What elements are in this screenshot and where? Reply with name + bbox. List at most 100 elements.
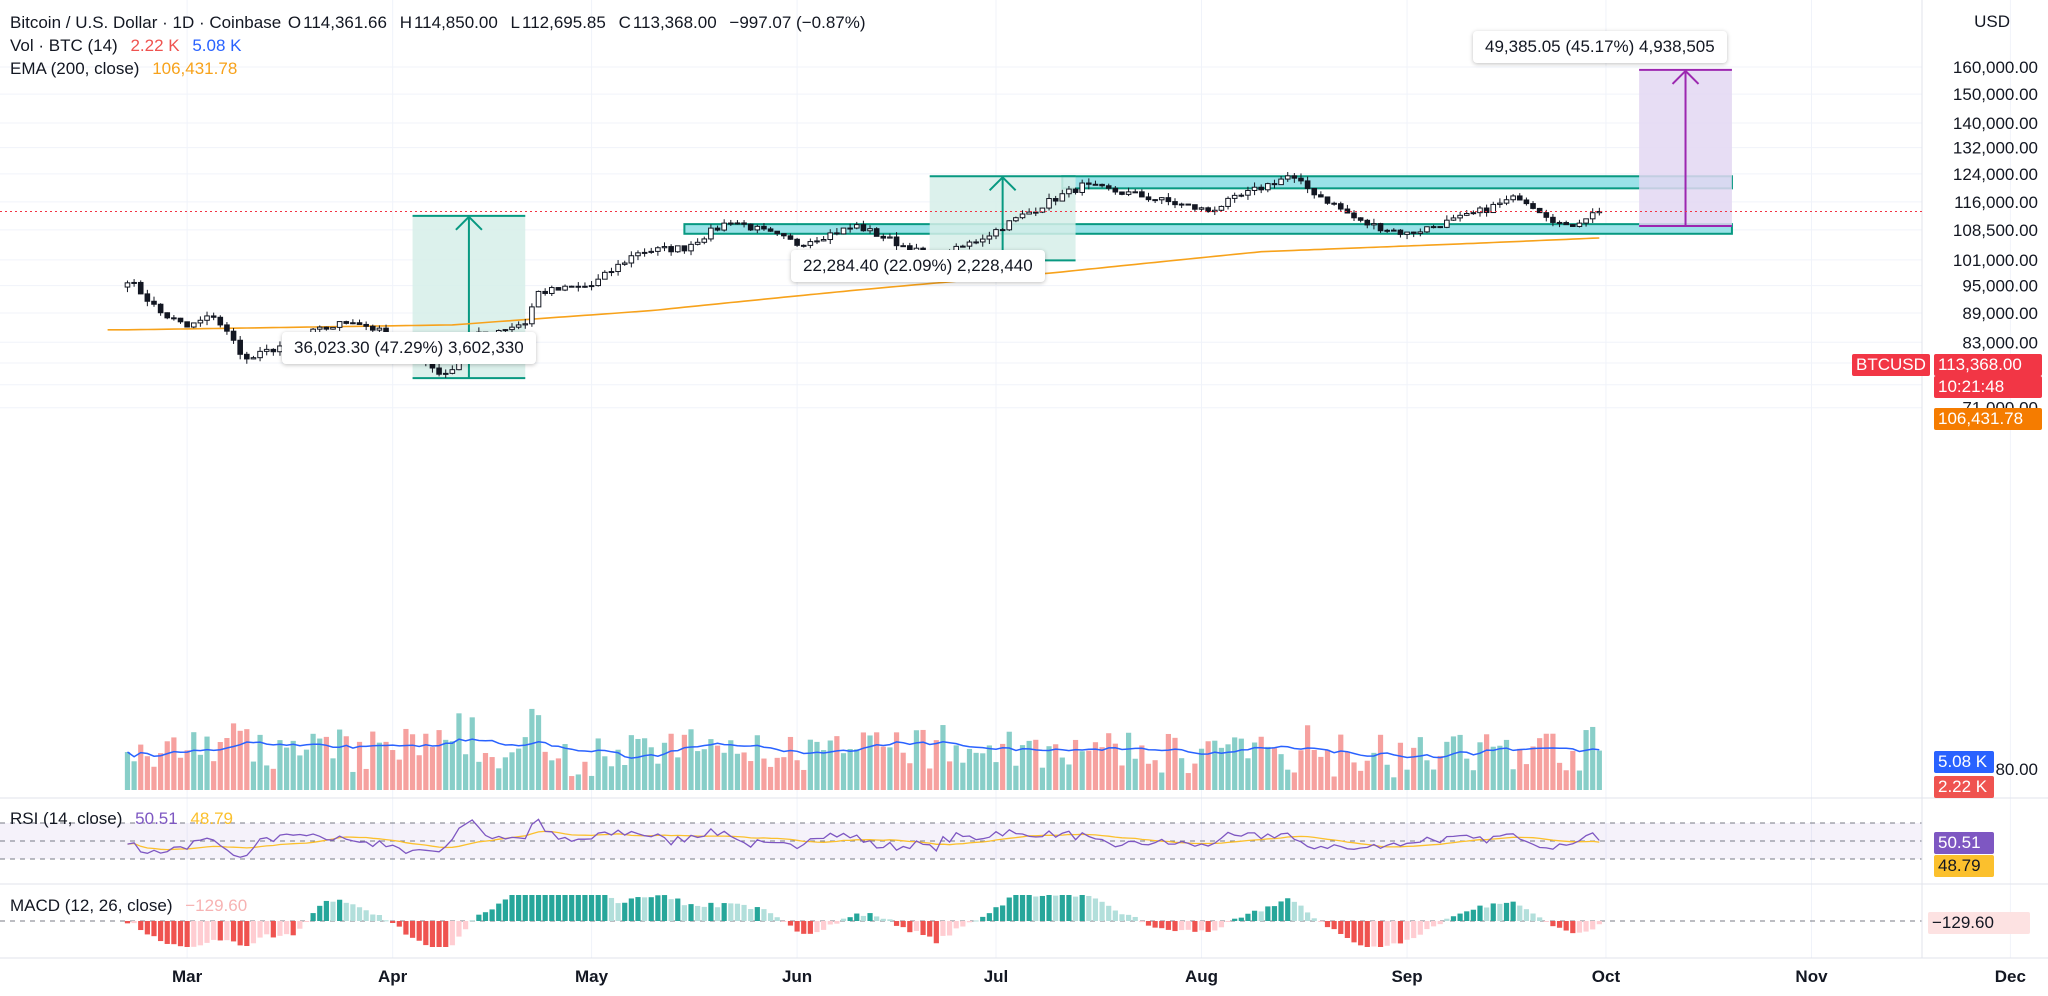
volume-bar	[701, 749, 707, 790]
macd-bar	[801, 921, 807, 934]
volume-bar	[973, 752, 979, 790]
macd-bar	[741, 904, 747, 921]
volume-bar	[880, 746, 886, 790]
candle-up	[1238, 194, 1245, 197]
volume-bar	[787, 736, 794, 790]
macd-value: −129.60	[185, 896, 248, 915]
macd-bar	[1305, 912, 1311, 921]
candle-down	[1377, 223, 1384, 232]
volume-bar	[1212, 740, 1218, 790]
candle-up	[124, 282, 131, 288]
candle-up	[1391, 229, 1397, 232]
volume-bar	[675, 757, 681, 790]
candle-down	[224, 324, 230, 332]
currency-label[interactable]: USD	[1974, 12, 2010, 31]
macd-bar	[1484, 907, 1490, 921]
volume-bar	[184, 750, 190, 790]
volume-bar	[734, 753, 741, 790]
volume-bar	[628, 735, 634, 790]
rsi-legend[interactable]: RSI (14, close) 50.51 48.79	[10, 809, 233, 829]
candle-up	[1231, 194, 1238, 199]
volume-bar	[927, 768, 933, 790]
candle-up	[595, 278, 602, 287]
volume-legend[interactable]: Vol · BTC (14) 2.22 K 5.08 K	[10, 34, 243, 57]
macd-bar	[615, 903, 621, 921]
macd-bar	[1417, 921, 1423, 935]
candle-down	[237, 339, 243, 355]
candle-up	[993, 229, 999, 237]
price-axis-label: 150,000.00	[1953, 85, 2038, 104]
volume-bar	[376, 742, 383, 790]
volume-bar	[323, 736, 329, 790]
macd-bar	[1099, 901, 1105, 921]
measure-label-2[interactable]: 22,284.40 (22.09%) 2,228,440	[791, 250, 1045, 282]
macd-bar	[973, 920, 979, 922]
volume-bar	[244, 729, 250, 790]
macd-bar	[1053, 895, 1059, 921]
candle-down	[343, 321, 350, 324]
macd-bar	[1179, 921, 1185, 931]
macd-bar	[993, 907, 999, 921]
volume-bar	[714, 745, 721, 790]
volume-bar	[211, 761, 217, 790]
candle-down	[323, 326, 330, 330]
ema-legend[interactable]: EMA (200, close) 106,431.78	[10, 57, 239, 80]
candle-down	[1410, 231, 1417, 234]
measure-label-3[interactable]: 49,385.05 (45.17%) 4,938,505	[1473, 31, 1727, 63]
candle-up	[1463, 212, 1470, 216]
macd-bar	[821, 921, 827, 930]
volume-bar	[1497, 745, 1503, 790]
resistance-zone	[683, 223, 1733, 235]
time-axis-label: May	[575, 967, 609, 986]
candle-up	[1497, 202, 1503, 205]
macd-bar	[283, 921, 290, 935]
macd-bar	[1298, 905, 1304, 921]
volume-bar	[416, 755, 422, 790]
macd-bar	[966, 921, 973, 923]
volume-bar	[1543, 733, 1549, 790]
macd-bar	[1556, 921, 1563, 928]
volume-bar	[1205, 741, 1211, 790]
candle-up	[807, 241, 814, 246]
macd-bar	[880, 918, 886, 921]
volume-bar	[522, 737, 528, 790]
volume-bar	[821, 750, 827, 790]
macd-bar	[211, 921, 217, 940]
volume-bar	[741, 752, 747, 790]
macd-bar	[1543, 921, 1549, 922]
macd-bar	[257, 921, 263, 938]
ema-label: EMA (200, close)	[10, 59, 140, 78]
macd-bar	[622, 902, 628, 921]
volume-bar	[1245, 758, 1251, 790]
volume-bar	[449, 741, 455, 790]
volume-bar	[608, 766, 615, 790]
macd-bar	[1404, 921, 1410, 940]
candle-up	[1245, 189, 1251, 196]
macd-bar	[1470, 909, 1476, 921]
volume-bar	[1437, 755, 1443, 790]
symbol-title[interactable]: Bitcoin / U.S. Dollar · 1D · Coinbase	[10, 13, 282, 32]
volume-bar	[569, 776, 575, 790]
candle-up	[973, 241, 979, 244]
macd-legend[interactable]: MACD (12, 26, close) −129.60	[10, 896, 247, 916]
macd-bar	[535, 895, 542, 921]
volume-bar	[1218, 747, 1225, 790]
candle-up	[548, 287, 555, 294]
macd-bar	[463, 921, 469, 930]
candle-up	[1278, 178, 1284, 186]
volume-bar	[257, 734, 263, 790]
candle-down	[1364, 219, 1371, 226]
ema-price-tag: 106,431.78	[1934, 408, 2042, 430]
volume-bar	[900, 752, 906, 790]
macd-bar	[1318, 921, 1324, 922]
macd-bar	[383, 920, 389, 922]
macd-bar	[1019, 895, 1026, 921]
volume-bar	[317, 738, 323, 790]
macd-bar	[1510, 901, 1516, 921]
candle-up	[853, 224, 860, 229]
volume-bar	[582, 761, 588, 790]
volume-bar	[1444, 741, 1450, 790]
macd-bar	[595, 895, 601, 921]
measure-label-1[interactable]: 36,023.30 (47.29%) 3,602,330	[282, 332, 536, 364]
